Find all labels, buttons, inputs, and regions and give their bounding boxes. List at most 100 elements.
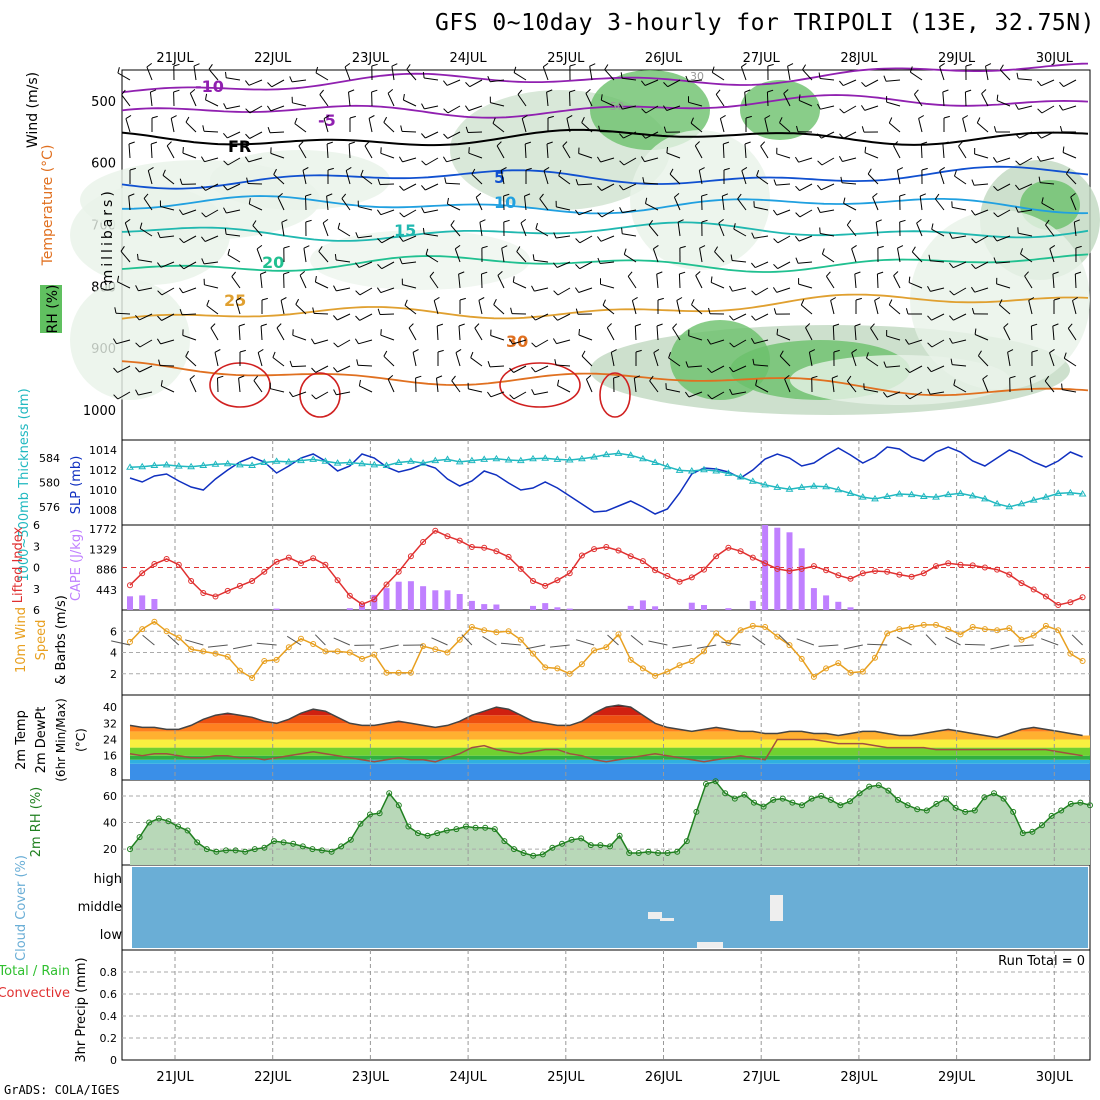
wind-barb (160, 339, 175, 345)
wind-barb-flag (854, 271, 861, 275)
wind-speed-point (444, 649, 451, 656)
wind-barb (535, 313, 549, 321)
wind-barb-flag (927, 285, 931, 292)
wind-barb (691, 304, 703, 315)
rh-axis-label: RH (%) (45, 285, 61, 334)
wind-barb-flag (908, 276, 911, 283)
wind-barb-flag (575, 308, 579, 315)
wind-barb (383, 355, 395, 367)
wind-barb (753, 364, 769, 367)
wind-barb-flag (942, 89, 949, 93)
wind-barb (185, 121, 197, 133)
wind-barb (939, 170, 945, 185)
wind-barb-flag (139, 222, 143, 229)
wind-barb-flag (649, 375, 654, 382)
rh-2m-line (129, 780, 1091, 857)
wind-barb (732, 365, 747, 373)
rh-2m-point (127, 846, 133, 853)
wind-barb-flag (574, 209, 580, 216)
slp-tick: 1014 (89, 444, 117, 457)
wind-barb (248, 157, 263, 163)
wind-barb-flag (128, 141, 135, 145)
wind-barb-flag (596, 156, 602, 163)
wind-barb-flag (695, 271, 701, 276)
wind-barb (754, 235, 769, 239)
wind-barb-flag (942, 141, 949, 145)
wind-speed-point (505, 628, 512, 635)
wind-barb-flag (621, 227, 623, 234)
wind-barb-flag (870, 323, 875, 329)
precip-tick: 0 (110, 1054, 117, 1067)
rh-2m-point (319, 847, 325, 854)
wind-barb-flag (920, 193, 926, 197)
wind-barb-flag (751, 315, 756, 321)
wind-speed-point (261, 658, 268, 664)
lifted-index-point (530, 578, 536, 584)
wind-barb (623, 183, 637, 191)
wind-barb (766, 91, 769, 107)
wind-barb-flag (433, 296, 440, 301)
thickness-marker (370, 460, 379, 468)
rh-2m-point (184, 827, 191, 834)
temp-band (130, 715, 1090, 724)
wind-barb-flag (443, 133, 448, 139)
thickness-marker (333, 459, 342, 466)
wind-barb (424, 233, 439, 237)
wind-barb-flag (451, 375, 456, 382)
wind-barb-flag (729, 315, 734, 321)
wind-barb (952, 261, 967, 269)
thickness-marker (211, 460, 220, 467)
wind-barb-flag (773, 308, 777, 315)
lifted-index-point (664, 573, 671, 579)
wind-barb (424, 77, 439, 81)
top-date-label: 29JUL (938, 51, 976, 66)
thickness-marker (504, 456, 513, 463)
wind-barb (935, 198, 945, 211)
wind-barb-flag (266, 105, 272, 112)
wind-barb-flag (421, 207, 425, 214)
wind-barb (524, 196, 527, 211)
wind-barb-flag (809, 349, 816, 353)
wind-barb (303, 248, 307, 263)
lifted-index-point (481, 544, 488, 551)
wind-barb (471, 173, 483, 185)
slp-tick: 1008 (89, 504, 117, 517)
wind-barb-flag (299, 271, 306, 276)
wind-barb-flag (1037, 155, 1041, 162)
wind-barb (820, 183, 835, 191)
wind-barb (159, 365, 175, 367)
wind-barb (160, 206, 175, 211)
wind-barb (687, 365, 703, 368)
wind-barb (227, 157, 241, 166)
wind-barb-flag (377, 238, 383, 244)
wind-barb-flag (826, 271, 831, 277)
rh-2m-point (290, 840, 297, 847)
wind-barb-flag (921, 167, 928, 171)
wind-barb-flag (525, 141, 532, 145)
wind-barb-flag (787, 63, 794, 67)
wind-barb-flag (509, 394, 515, 400)
thickness-marker (724, 469, 733, 476)
temperature-axis-label: Temperature (°C) (40, 145, 56, 267)
wind-barb (125, 118, 131, 133)
wind-barb-flag (985, 63, 992, 67)
wind-barb (974, 209, 989, 216)
wind-barb-flag (524, 193, 531, 197)
precip-tick: 0.6 (100, 988, 118, 1001)
wind-barb (652, 248, 659, 263)
rh-2m-point (251, 846, 258, 853)
wind-barb-flag (574, 287, 580, 293)
wind-barb-flag (276, 323, 282, 329)
wind-barb-flag (729, 388, 733, 395)
wind-barb-flag (558, 169, 562, 176)
rh-2m-point (645, 848, 652, 855)
rh-2m-point (472, 824, 479, 831)
rh-area (130, 781, 1090, 865)
wind-barb-flag (632, 296, 638, 301)
wind-barb-flag (1020, 248, 1023, 255)
wind-barb (402, 157, 417, 163)
wind-barb-flag (971, 263, 976, 269)
lifted-index-point (1006, 571, 1013, 578)
wind-barb (656, 274, 659, 289)
wind-barb (996, 283, 1011, 289)
